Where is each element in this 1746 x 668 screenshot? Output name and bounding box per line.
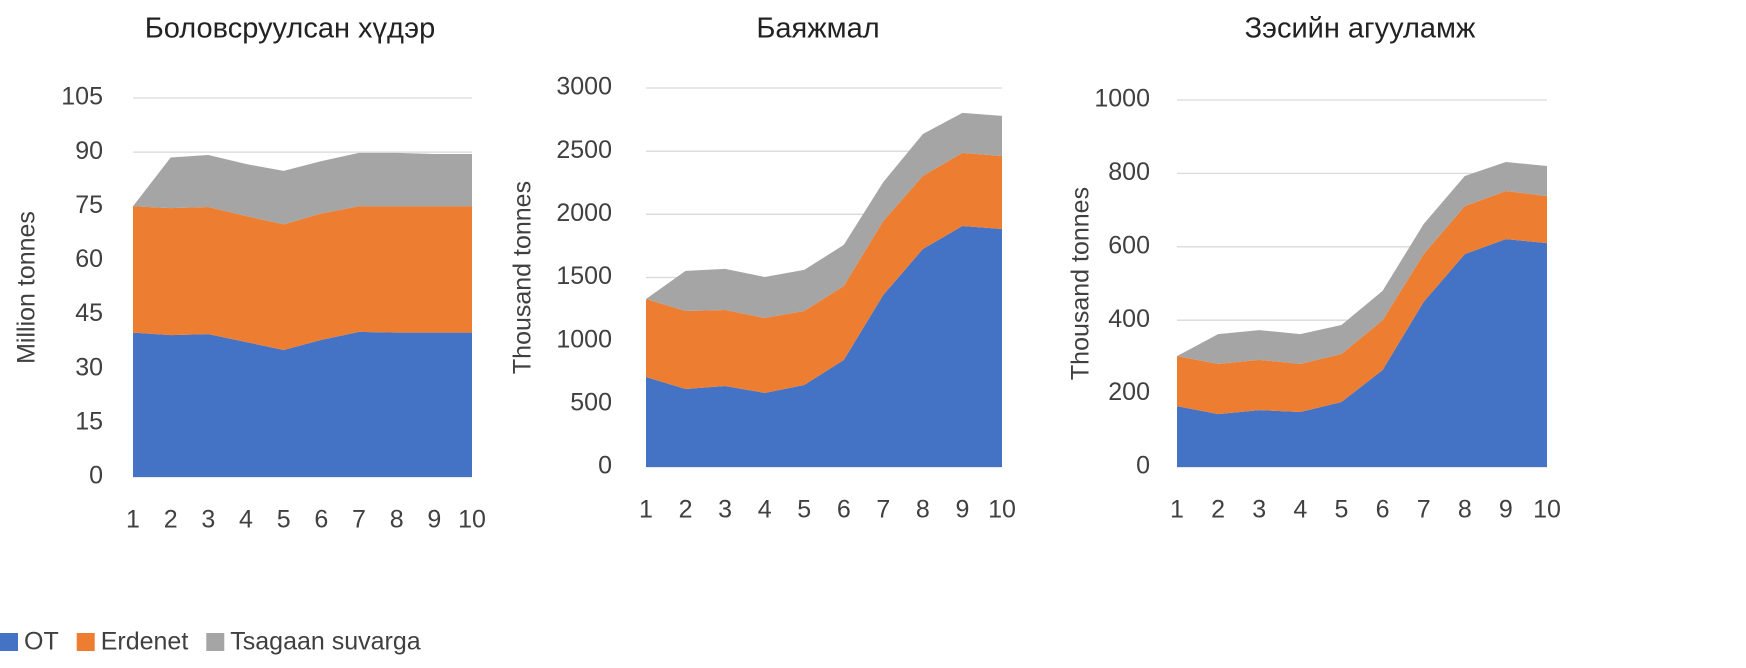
x-tick-label: 4 bbox=[239, 506, 253, 534]
legend-swatch bbox=[0, 633, 18, 651]
y-tick-label: 600 bbox=[1108, 231, 1150, 259]
x-tick-label: 3 bbox=[718, 496, 732, 524]
x-tick-label: 4 bbox=[758, 496, 772, 524]
legend-swatch bbox=[76, 633, 95, 651]
legend-label: Erdenet bbox=[101, 628, 189, 656]
y-tick-label: 0 bbox=[1136, 452, 1150, 480]
x-tick-label: 5 bbox=[277, 506, 291, 534]
x-tick-label: 5 bbox=[797, 496, 811, 524]
area bbox=[133, 331, 472, 477]
x-tick-label: 7 bbox=[352, 506, 366, 534]
x-tick-label: 10 bbox=[1533, 496, 1561, 524]
y-tick-label: 2000 bbox=[556, 199, 612, 227]
legend-label: Tsagaan suvarga bbox=[230, 628, 421, 656]
x-tick-label: 2 bbox=[164, 506, 178, 534]
y-axis-label: Thousand tonnes bbox=[509, 181, 537, 374]
x-tick-label: 1 bbox=[126, 506, 140, 534]
x-tick-label: 3 bbox=[1252, 496, 1266, 524]
area bbox=[646, 225, 1002, 467]
area bbox=[646, 152, 1002, 393]
y-tick-label: 800 bbox=[1108, 158, 1150, 186]
x-tick-label: 10 bbox=[988, 496, 1016, 524]
y-tick-label: 90 bbox=[75, 137, 103, 165]
y-tick-label: 200 bbox=[1108, 378, 1150, 406]
y-tick-label: 3000 bbox=[556, 73, 612, 101]
chart-title: Зэсийн агууламж bbox=[1245, 13, 1476, 45]
x-tick-label: 6 bbox=[314, 506, 328, 534]
x-tick-label: 1 bbox=[1170, 496, 1184, 524]
area bbox=[1177, 191, 1547, 415]
y-tick-label: 30 bbox=[75, 353, 103, 381]
x-tick-label: 10 bbox=[458, 506, 486, 534]
x-tick-label: 7 bbox=[876, 496, 890, 524]
area bbox=[646, 112, 1002, 318]
x-tick-label: 1 bbox=[639, 496, 653, 524]
y-tick-label: 105 bbox=[61, 83, 103, 111]
area bbox=[133, 152, 472, 225]
legend-swatch bbox=[206, 633, 225, 651]
y-axis-label: Thousand tonnes bbox=[1067, 187, 1095, 380]
x-tick-label: 9 bbox=[427, 506, 441, 534]
x-tick-label: 9 bbox=[1499, 496, 1513, 524]
y-tick-label: 1000 bbox=[1094, 85, 1150, 113]
x-tick-label: 6 bbox=[1376, 496, 1390, 524]
y-tick-label: 0 bbox=[89, 462, 103, 490]
x-tick-label: 8 bbox=[390, 506, 404, 534]
x-tick-label: 3 bbox=[201, 506, 215, 534]
x-tick-label: 8 bbox=[1458, 496, 1472, 524]
x-tick-label: 7 bbox=[1417, 496, 1431, 524]
x-tick-label: 2 bbox=[679, 496, 693, 524]
y-tick-label: 45 bbox=[75, 299, 103, 327]
y-tick-label: 500 bbox=[570, 388, 612, 416]
y-tick-label: 60 bbox=[75, 245, 103, 273]
x-tick-label: 9 bbox=[955, 496, 969, 524]
y-tick-label: 1000 bbox=[556, 325, 612, 353]
area bbox=[1177, 162, 1547, 364]
chart-title: Баяжмал bbox=[756, 13, 879, 45]
y-tick-label: 400 bbox=[1108, 305, 1150, 333]
area bbox=[133, 206, 472, 350]
area bbox=[1177, 239, 1547, 467]
y-tick-label: 1500 bbox=[556, 262, 612, 290]
x-tick-label: 5 bbox=[1334, 496, 1348, 524]
y-tick-label: 2500 bbox=[556, 136, 612, 164]
y-tick-label: 15 bbox=[75, 407, 103, 435]
x-tick-label: 2 bbox=[1211, 496, 1225, 524]
x-tick-label: 4 bbox=[1293, 496, 1307, 524]
x-tick-label: 6 bbox=[837, 496, 851, 524]
chart-title: Боловсруулсан хүдэр bbox=[145, 13, 435, 45]
legend-label: OT bbox=[24, 628, 59, 656]
y-tick-label: 0 bbox=[598, 452, 612, 480]
y-tick-label: 75 bbox=[75, 191, 103, 219]
x-tick-label: 8 bbox=[916, 496, 930, 524]
y-axis-label: Million tonnes bbox=[13, 211, 41, 364]
